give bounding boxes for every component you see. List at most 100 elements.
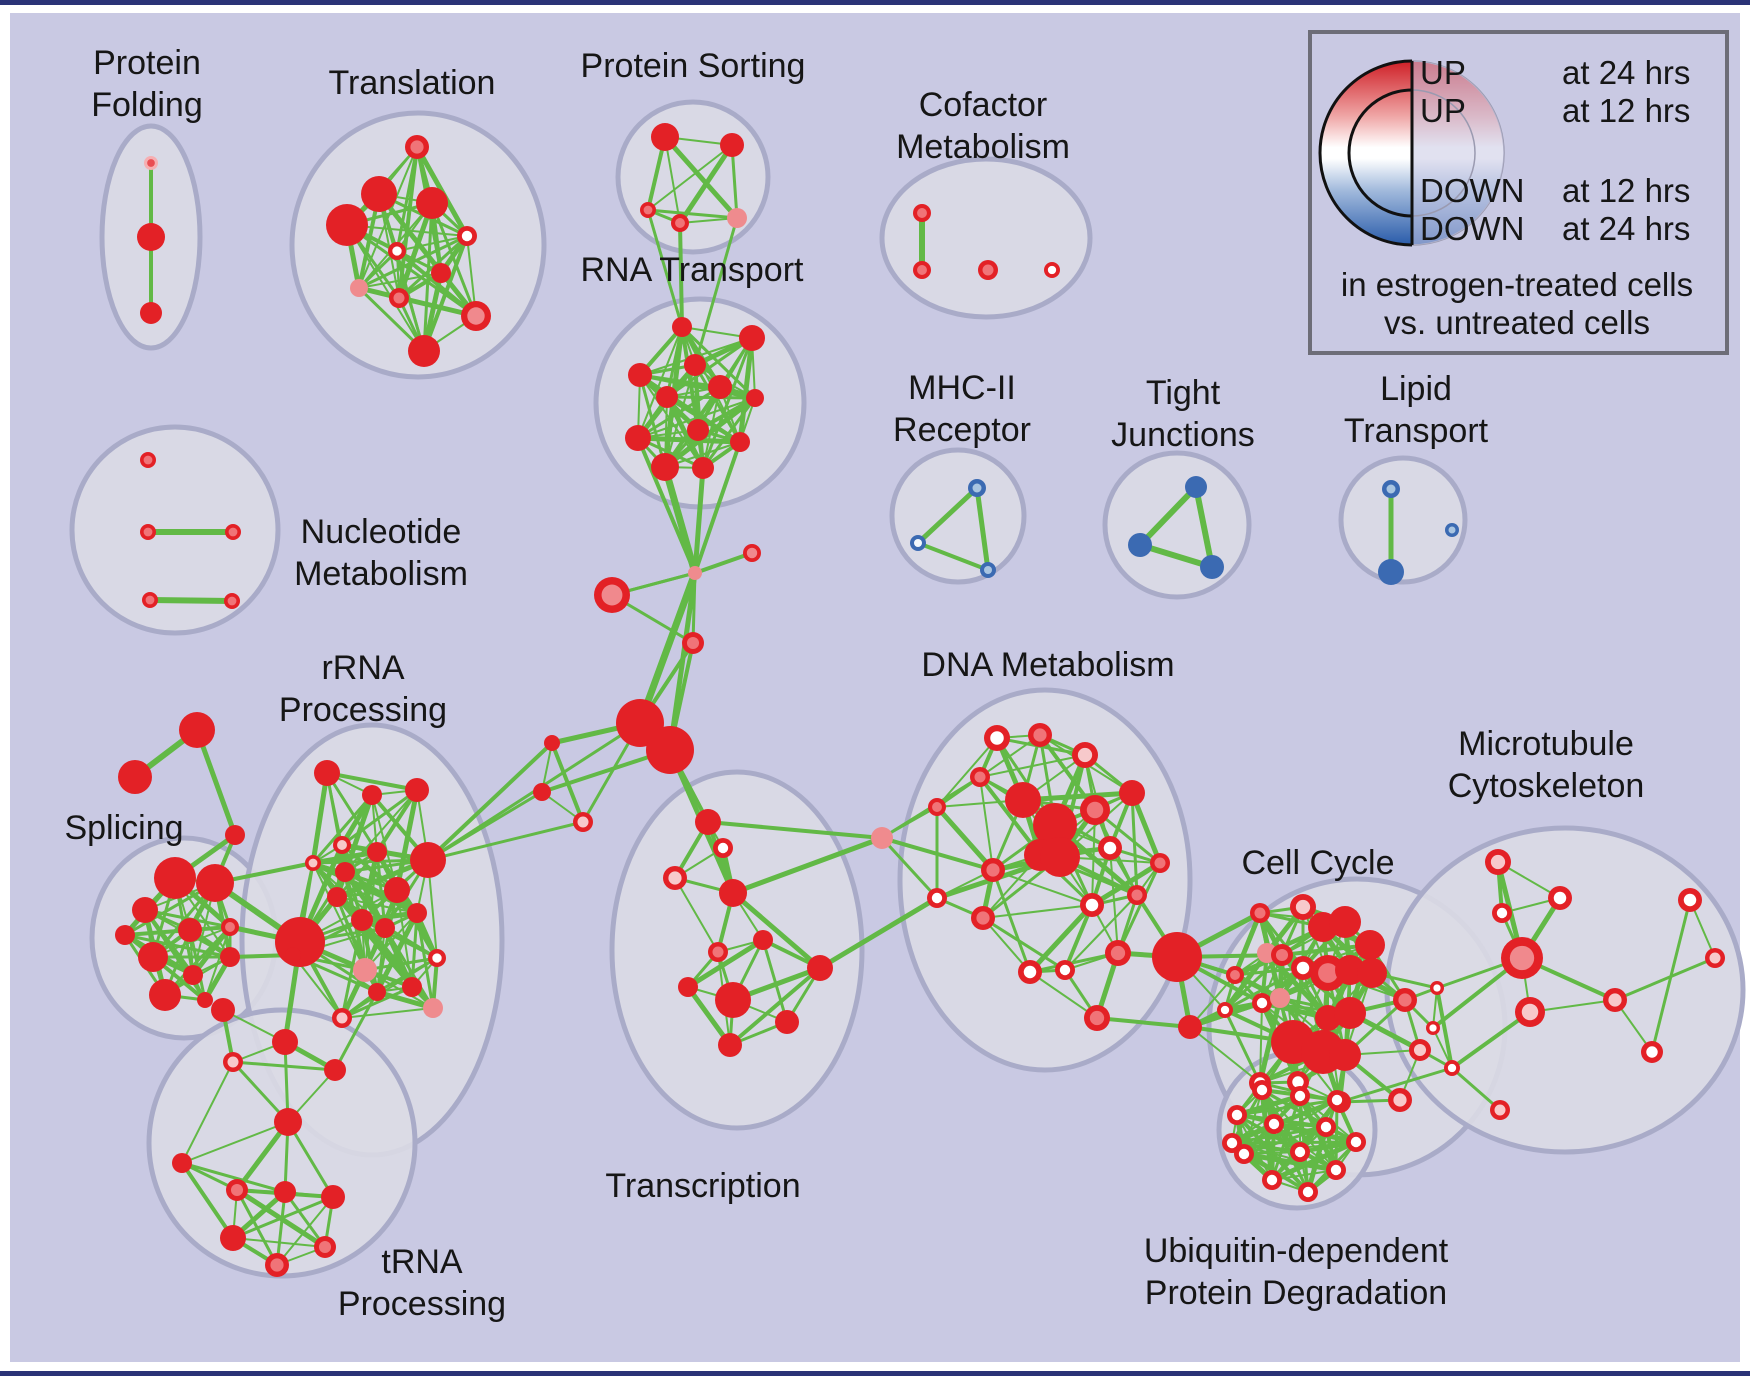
node-core — [1268, 1118, 1280, 1130]
legend-down-24-word: DOWN — [1420, 210, 1524, 247]
node-core — [976, 911, 990, 925]
node-core — [931, 892, 943, 904]
node — [746, 389, 764, 407]
node-core — [1433, 984, 1441, 992]
node-core — [143, 455, 153, 465]
edge — [232, 1237, 326, 1248]
label-cell-cycle: Cell Cycle — [1241, 844, 1394, 882]
node — [719, 879, 747, 907]
node-core — [1231, 1109, 1243, 1121]
edge — [1450, 1010, 1532, 1070]
edge — [646, 208, 684, 329]
node — [178, 918, 202, 942]
edge — [1095, 1016, 1192, 1029]
node — [1270, 988, 1290, 1008]
cluster-cofactor-metabolism — [879, 156, 1093, 320]
node-core — [1220, 1005, 1230, 1015]
node-core — [1330, 1164, 1342, 1176]
edge — [706, 820, 884, 840]
node — [651, 453, 679, 481]
edge — [636, 569, 699, 727]
node — [1329, 1039, 1361, 1071]
legend-caption-line1: in estrogen-treated cells — [1341, 266, 1693, 303]
edge — [1435, 986, 1454, 1070]
edge — [817, 895, 940, 971]
node — [405, 778, 429, 802]
edge — [124, 934, 206, 1001]
node-core — [1059, 964, 1071, 976]
node-core — [1553, 891, 1567, 905]
node — [410, 842, 446, 878]
edge — [761, 938, 789, 1024]
node — [274, 1181, 296, 1203]
node-core — [467, 307, 485, 325]
node — [183, 965, 203, 985]
edges-layer — [122, 134, 1717, 1267]
node-core — [643, 205, 653, 215]
nodes-layer — [115, 123, 1725, 1277]
node-core — [461, 230, 473, 242]
edge — [646, 208, 739, 220]
node — [544, 735, 560, 751]
node — [1033, 803, 1077, 847]
node-core — [1292, 1076, 1304, 1088]
node-core — [717, 842, 729, 854]
edge — [325, 771, 379, 854]
node-core — [1709, 952, 1721, 964]
edge — [340, 985, 414, 1020]
node — [285, 947, 301, 963]
edge — [147, 597, 235, 604]
node-core — [914, 539, 922, 547]
label-rna-transport: RNA Transport — [581, 251, 805, 289]
node — [225, 825, 245, 845]
node-core — [1077, 747, 1093, 763]
node-core — [1294, 1146, 1306, 1158]
node-core — [230, 1183, 244, 1197]
node — [687, 419, 709, 441]
edge — [346, 224, 425, 352]
node — [408, 335, 440, 367]
node — [739, 325, 765, 351]
node-core — [270, 1258, 284, 1272]
legend-outer-left-arc — [1318, 59, 1413, 247]
node-core — [410, 140, 424, 154]
edge — [636, 385, 722, 440]
edge — [979, 776, 994, 871]
node — [138, 942, 168, 972]
node-core — [601, 584, 623, 606]
edge — [1271, 1169, 1337, 1181]
node-core — [1154, 857, 1166, 869]
node — [1335, 955, 1365, 985]
legend-up-12-word: UP — [1420, 92, 1466, 129]
edge — [430, 201, 478, 318]
legend-down-24-time: at 24 hrs — [1562, 210, 1690, 247]
node-core — [675, 218, 685, 228]
node-core — [1683, 893, 1697, 907]
node-core — [1103, 841, 1117, 855]
edge — [340, 788, 419, 847]
node-core — [984, 566, 992, 574]
edge — [991, 868, 1032, 974]
node — [775, 1010, 799, 1034]
bottom-border-line — [0, 1371, 1750, 1376]
node-core — [1386, 484, 1396, 494]
cluster-lipid-transport — [1338, 455, 1468, 585]
edge — [396, 235, 468, 252]
edge — [231, 1195, 335, 1240]
edge — [730, 143, 739, 220]
node — [720, 133, 744, 157]
edge — [123, 933, 232, 959]
edge — [936, 737, 998, 808]
node — [407, 903, 427, 923]
edge — [333, 990, 379, 1072]
node — [1378, 559, 1404, 585]
node — [1005, 782, 1041, 818]
label-trna-processing: tRNA Processing — [338, 1243, 506, 1323]
node — [672, 317, 692, 337]
label-rrna-processing: rRNA Processing — [279, 649, 447, 729]
node — [321, 1185, 345, 1209]
node — [220, 1225, 246, 1251]
node — [695, 809, 721, 835]
node-core — [982, 264, 994, 276]
